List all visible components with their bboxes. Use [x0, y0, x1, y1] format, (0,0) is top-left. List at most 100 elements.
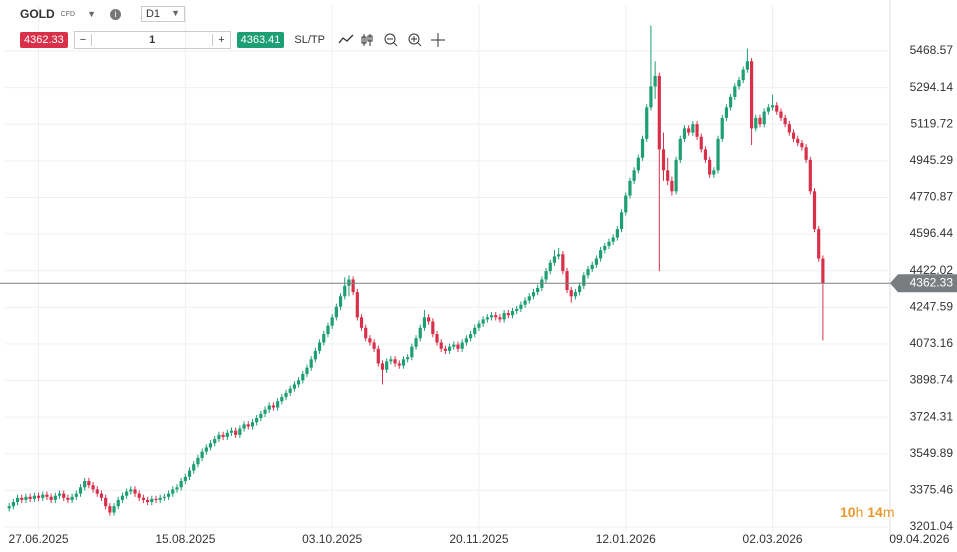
- candle-body: [45, 494, 49, 497]
- minus-button[interactable]: −: [79, 34, 87, 46]
- candle-body: [758, 117, 762, 125]
- candle-body: [250, 422, 255, 427]
- candle-body: [678, 138, 682, 160]
- candle-body: [724, 107, 729, 118]
- y-tick-label: 4770.87: [910, 190, 954, 204]
- y-tick-label: 4247.59: [910, 299, 954, 313]
- candle-body: [422, 317, 427, 328]
- candle-body: [729, 96, 733, 108]
- candle-body: [385, 361, 389, 370]
- candle-body: [766, 107, 770, 112]
- info-icon[interactable]: i: [109, 8, 121, 20]
- y-tick-label: 5119.72: [911, 116, 954, 130]
- candle-body: [221, 434, 225, 437]
- candle-body: [305, 367, 309, 374]
- timeframe[interactable]: D1 ▼: [140, 6, 186, 22]
- candle-body: [783, 117, 787, 125]
- candle-body: [141, 497, 146, 500]
- candle-body: [24, 496, 28, 500]
- candle-body: [162, 496, 166, 498]
- candle-body: [70, 496, 74, 500]
- countdown-minutes-unit: m: [882, 504, 895, 520]
- candle-body: [708, 159, 712, 175]
- candle-body: [196, 457, 200, 465]
- candle-body: [657, 75, 661, 150]
- candle-body: [376, 348, 380, 364]
- candle-body: [83, 481, 87, 488]
- candle-body: [821, 258, 825, 284]
- y-tick-label: 5294.14: [910, 80, 954, 94]
- candle-body: [372, 342, 376, 349]
- candle-body: [87, 481, 91, 486]
- candle-body: [36, 495, 41, 498]
- sell-price[interactable]: 4362.33: [20, 32, 68, 48]
- candle-body: [682, 128, 687, 139]
- quantity[interactable]: 1: [91, 34, 214, 46]
- x-tick-label: 27.06.2025: [9, 532, 69, 546]
- quantity-box: − 1 +: [73, 31, 231, 49]
- candle-body: [11, 502, 15, 507]
- candle-body: [338, 296, 343, 307]
- x-tick-label: 02.03.2026: [743, 532, 803, 546]
- candle-body: [515, 308, 519, 311]
- candle-body: [364, 327, 368, 339]
- candle-body: [485, 317, 489, 320]
- candle-body: [787, 124, 791, 133]
- y-tick-label: 4945.29: [910, 153, 954, 167]
- candle-body: [598, 250, 603, 259]
- candle-body: [301, 373, 305, 381]
- last-price-label: 4362.33: [910, 275, 954, 289]
- zoom-in-icon[interactable]: [408, 33, 422, 47]
- candle-body: [271, 405, 276, 408]
- candle-body: [225, 432, 229, 437]
- symbol[interactable]: GOLD: [20, 7, 55, 21]
- candle-body: [502, 313, 506, 320]
- candle-body: [292, 384, 297, 389]
- candle-body: [624, 195, 628, 213]
- candle-body: [187, 470, 192, 477]
- candle-body: [200, 451, 204, 458]
- candle-body: [171, 489, 175, 494]
- candle-body: [691, 124, 695, 133]
- candle-body: [192, 464, 196, 471]
- candle-body: [91, 485, 95, 490]
- candle-body: [326, 325, 330, 335]
- candle-body: [552, 256, 557, 263]
- candle-body: [62, 493, 66, 498]
- tool-icons: [338, 33, 445, 47]
- candle-body: [489, 315, 494, 318]
- zoom-out-icon[interactable]: [384, 33, 398, 47]
- candle-body: [288, 388, 292, 393]
- candle-body: [179, 481, 183, 488]
- x-tick-label: 12.01.2026: [596, 532, 656, 546]
- countdown-hours-unit: h: [855, 504, 864, 520]
- candle-body: [636, 157, 640, 171]
- line-chart-icon[interactable]: [338, 34, 354, 44]
- candle-body: [53, 495, 57, 500]
- candle-body: [779, 111, 783, 118]
- y-tick-label: 5468.57: [910, 43, 954, 57]
- move-icon[interactable]: [430, 33, 445, 47]
- plus-button[interactable]: +: [218, 34, 225, 46]
- y-tick-label: 3898.74: [910, 373, 954, 387]
- candle-body: [41, 494, 45, 498]
- candle-body: [561, 254, 565, 272]
- candle-body: [699, 136, 703, 150]
- candle-body: [120, 495, 125, 500]
- symbol-dropdown[interactable]: ▼: [87, 9, 96, 19]
- last-price-tag: [890, 274, 957, 293]
- candle-body: [418, 327, 422, 339]
- candle-body: [632, 170, 636, 181]
- candle-body: [99, 493, 104, 498]
- candle-body: [20, 497, 24, 500]
- candle-body: [716, 138, 720, 171]
- candle-body: [754, 117, 758, 129]
- candle-body: [800, 143, 804, 148]
- sl-tp[interactable]: SL/TP: [294, 34, 325, 46]
- candle-body: [334, 306, 338, 318]
- candle-icon[interactable]: [361, 34, 373, 46]
- candle-body: [66, 497, 70, 500]
- candle-body: [175, 487, 179, 490]
- buy-price[interactable]: 4363.41: [236, 32, 285, 48]
